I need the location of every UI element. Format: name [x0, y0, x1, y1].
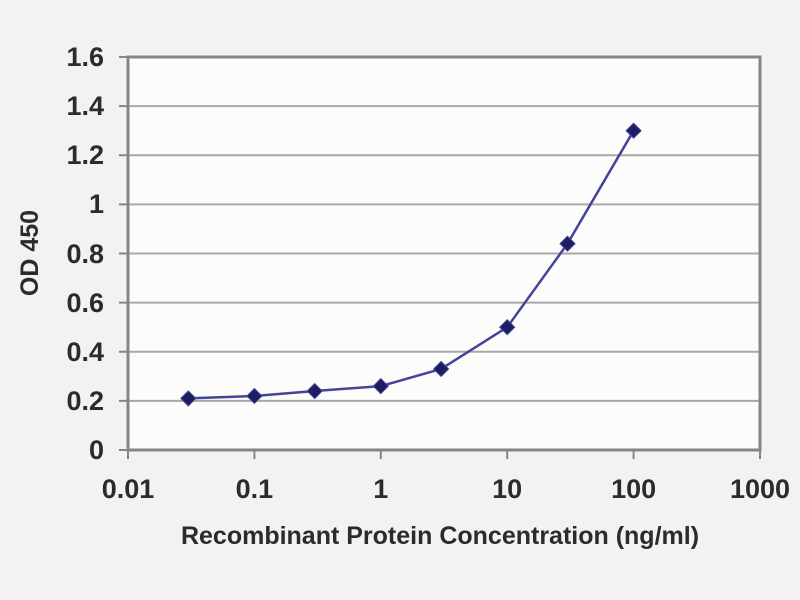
data-point-marker — [625, 122, 642, 139]
y-tick-label: 0 — [88, 435, 104, 465]
y-axis-title: OD 450 — [16, 209, 44, 297]
x-axis-title: Recombinant Protein Concentration (ng/ml… — [180, 522, 700, 550]
x-tick-label: 1 — [373, 474, 389, 504]
x-tick-label: 0.01 — [101, 474, 155, 504]
y-tick-label: 1 — [88, 189, 104, 220]
y-tick-label: 1.4 — [66, 91, 104, 122]
data-point-marker — [432, 360, 450, 378]
x-tick-label: 100 — [611, 474, 657, 504]
data-point-marker — [559, 235, 576, 252]
y-tick-label: 0.4 — [66, 336, 104, 367]
y-tick-label: 0.8 — [66, 238, 104, 269]
data-point-marker — [180, 390, 197, 407]
data-point-marker — [306, 382, 323, 400]
x-tick-label: 1000 — [729, 474, 791, 504]
data-point-marker — [498, 318, 516, 336]
y-tick-label: 0.2 — [66, 385, 104, 416]
y-tick-label: 0.6 — [66, 287, 104, 318]
y-tick-label: 1.6 — [66, 42, 104, 72]
data-point-marker — [246, 387, 263, 405]
y-tick-label: 1.2 — [66, 140, 104, 171]
x-tick-label: 10 — [492, 474, 523, 504]
data-point-marker — [372, 377, 390, 395]
x-tick-label: 0.1 — [235, 474, 274, 504]
series-line — [188, 130, 635, 400]
